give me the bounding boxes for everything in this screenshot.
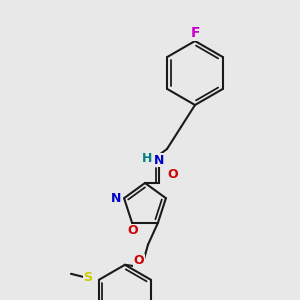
Text: O: O bbox=[128, 224, 138, 237]
Text: S: S bbox=[83, 271, 92, 284]
Text: F: F bbox=[190, 26, 200, 40]
Text: O: O bbox=[134, 254, 144, 267]
Text: H: H bbox=[142, 152, 152, 164]
Text: N: N bbox=[154, 154, 164, 166]
Text: N: N bbox=[111, 192, 121, 205]
Text: O: O bbox=[168, 169, 178, 182]
